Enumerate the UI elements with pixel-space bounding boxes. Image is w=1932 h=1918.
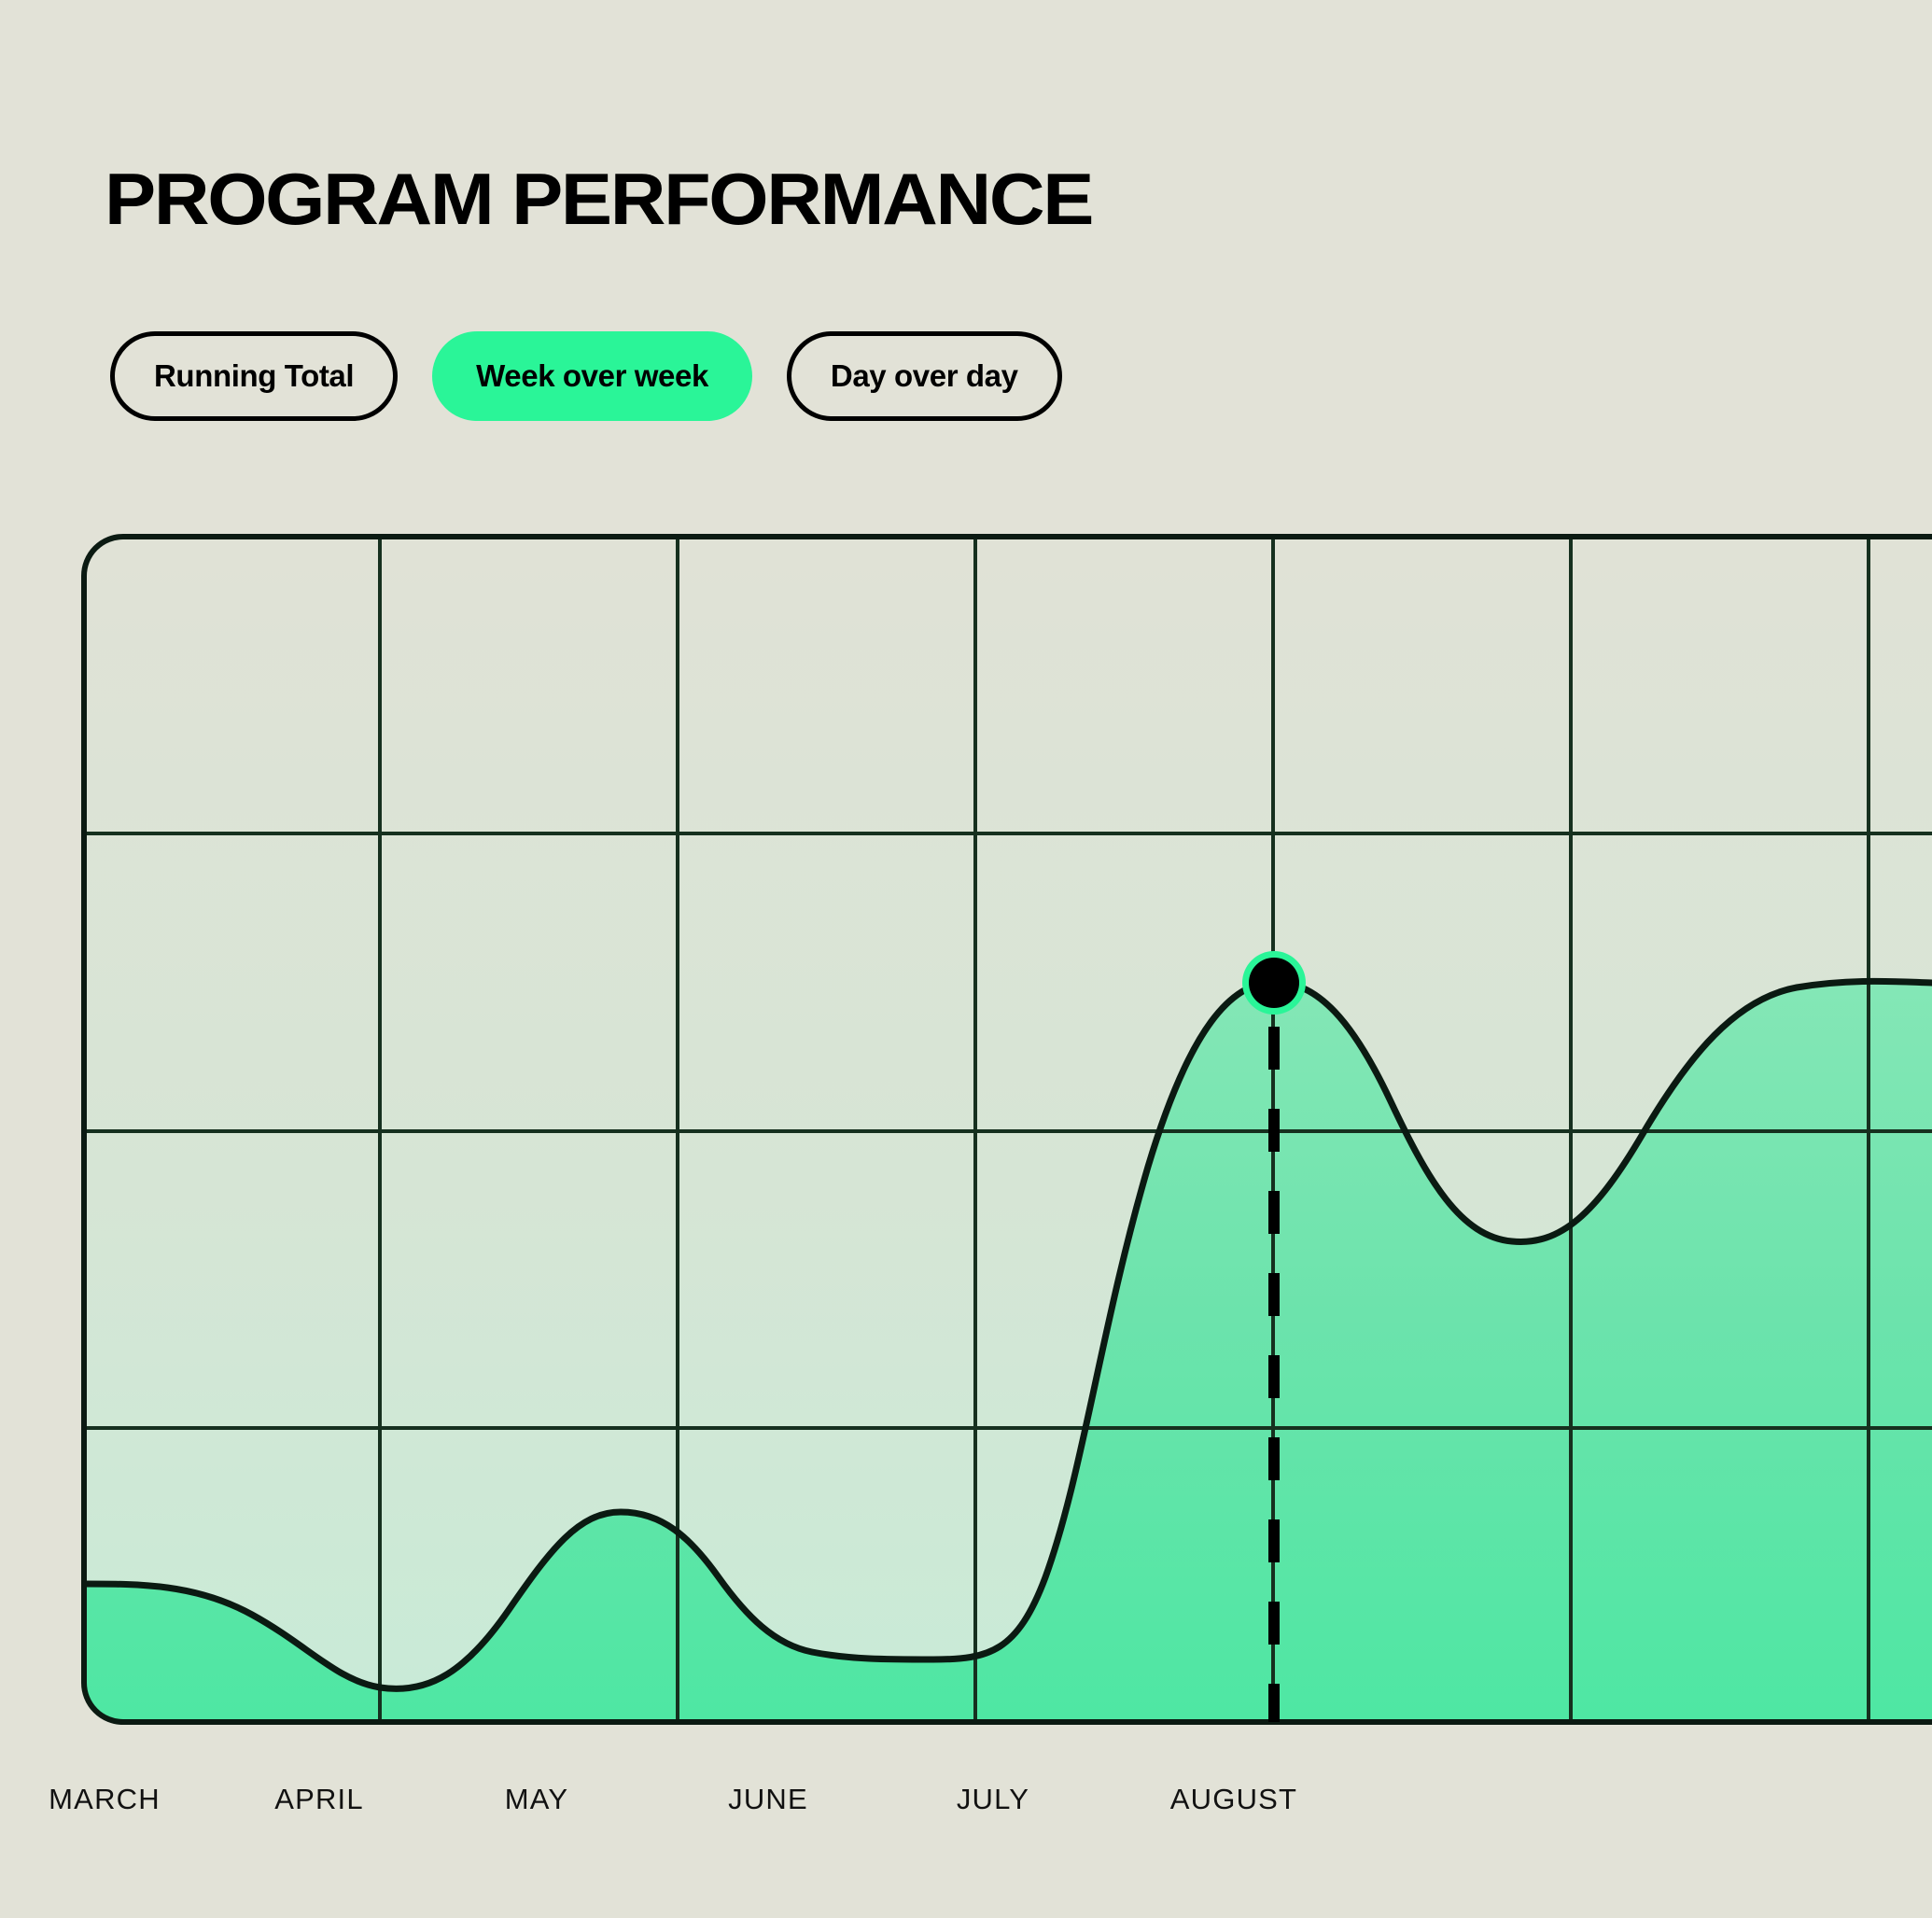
x-tick-april: APRIL <box>274 1783 364 1815</box>
page-title: PROGRAM PERFORMANCE <box>105 158 1094 241</box>
x-axis-labels: MARCH APRIL MAY JUNE JULY AUGUST <box>0 1783 1932 1839</box>
toggle-week-over-week[interactable]: Week over week <box>432 331 752 421</box>
highlight-point-marker[interactable] <box>1242 951 1306 1015</box>
plot-background <box>84 537 1932 1722</box>
x-tick-may: MAY <box>504 1783 569 1815</box>
view-mode-toggle-group: Running Total Week over week Day over da… <box>110 331 1062 421</box>
x-tick-july: JULY <box>956 1783 1030 1815</box>
plot-border <box>81 534 1932 1725</box>
series-area-fill <box>84 981 1932 1722</box>
chart-gridlines <box>84 537 1932 1722</box>
x-tick-june: JUNE <box>728 1783 808 1815</box>
toggle-day-over-day[interactable]: Day over day <box>786 331 1062 421</box>
series-line <box>84 977 1932 1692</box>
toggle-running-total[interactable]: Running Total <box>110 331 399 421</box>
x-tick-august: AUGUST <box>1169 1783 1298 1815</box>
x-tick-march: MARCH <box>49 1783 161 1815</box>
